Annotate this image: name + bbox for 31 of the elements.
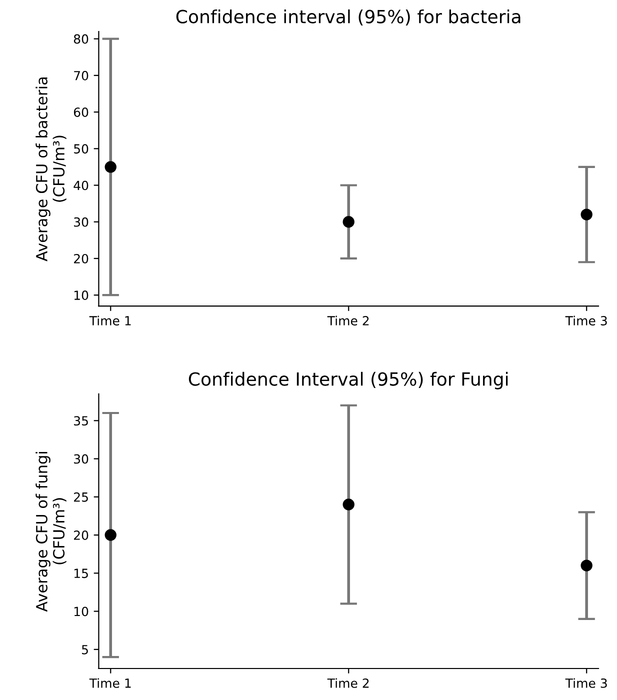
- y-tick-label: 30: [74, 454, 88, 464]
- x-tick-label: Time 2: [327, 316, 369, 326]
- y-tick-label: 5: [82, 645, 88, 654]
- y-tick-label: 80: [74, 34, 88, 44]
- point: [104, 529, 116, 541]
- point: [104, 161, 116, 173]
- x-tick-label: Time 1: [89, 678, 131, 688]
- y-tick-label: 20: [74, 530, 88, 540]
- y-tick-label: 10: [74, 290, 88, 300]
- y-tick-label: 15: [74, 568, 88, 578]
- x-tick-label: Time 3: [565, 316, 607, 326]
- chart-title: Confidence interval (95%) for bacteria: [176, 9, 520, 26]
- y-tick-label: 25: [74, 492, 88, 502]
- point: [342, 498, 354, 510]
- y-tick-label: 20: [74, 254, 88, 264]
- y-tick-label: 35: [74, 416, 88, 426]
- x-tick-label: Time 2: [327, 678, 369, 688]
- x-tick-label: Time 3: [565, 678, 607, 688]
- point: [342, 216, 354, 228]
- point: [580, 560, 592, 572]
- y-axis-title: Average CFU of fungi (CFU/m³): [36, 452, 66, 612]
- y-tick-label: 60: [74, 108, 88, 117]
- y-tick-label: 70: [74, 70, 88, 80]
- point: [580, 208, 592, 220]
- y-tick-label: 40: [74, 180, 88, 190]
- y-tick-label: 30: [74, 217, 88, 227]
- y-tick-label: 10: [74, 606, 88, 616]
- y-tick-label: 50: [74, 144, 88, 154]
- chart-title: Confidence Interval (95%) for Fungi: [188, 372, 508, 390]
- x-tick-label: Time 1: [89, 316, 131, 326]
- y-axis-title: Average CFU of bacteria (CFU/m³): [36, 77, 66, 262]
